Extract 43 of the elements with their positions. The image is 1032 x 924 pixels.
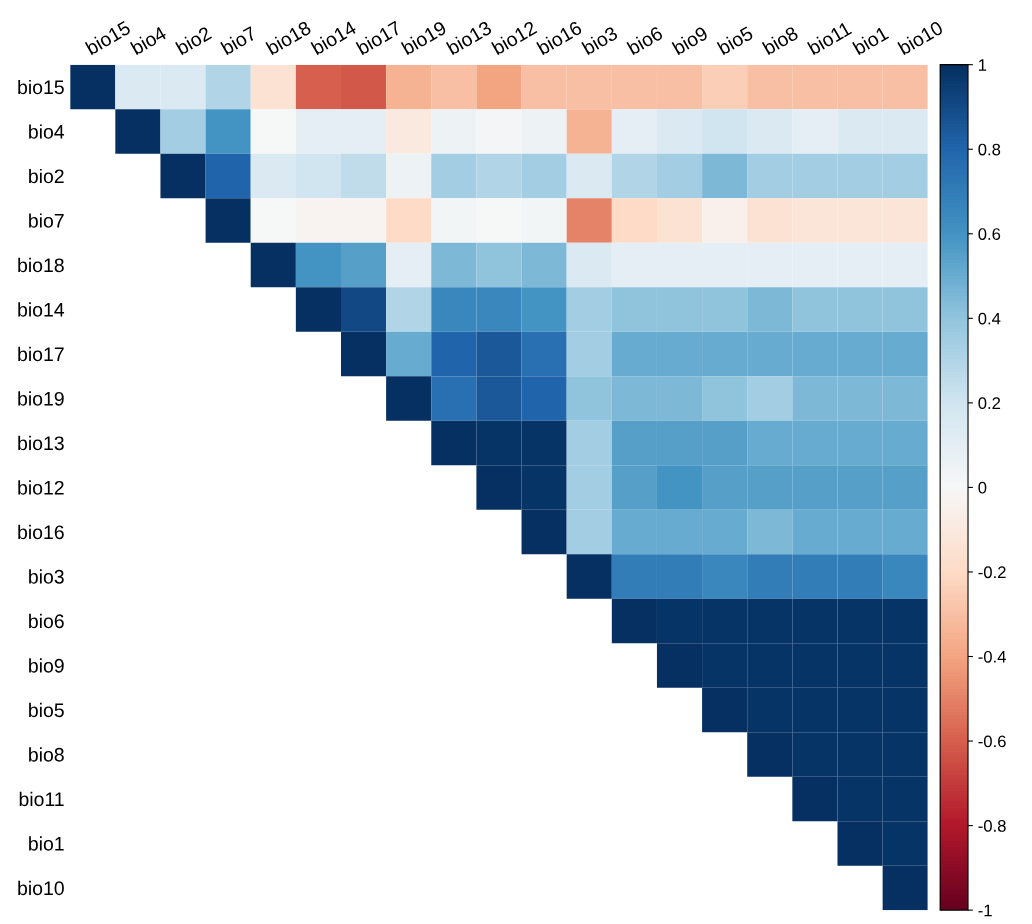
x-tick-label: bio4 — [129, 25, 168, 56]
y-tick-label: bio10 — [18, 880, 64, 896]
color-bar-label: -0.2 — [978, 566, 1006, 579]
y-tick-label: bio5 — [29, 702, 64, 718]
y-tick-label: bio12 — [18, 480, 64, 495]
y-tick-label: bio14 — [18, 302, 65, 317]
color-bar-label: 0.2 — [978, 397, 1001, 410]
y-tick-label: bio9 — [29, 658, 64, 673]
y-tick-label: bio6 — [29, 613, 64, 629]
color-bar-label: 0.4 — [978, 312, 1001, 325]
y-tick-label: bio4 — [29, 124, 65, 139]
y-tick-label: bio13 — [18, 435, 64, 451]
y-tick-label: bio1 — [29, 836, 64, 851]
x-tick-label: bio9 — [671, 25, 709, 56]
color-bar-label: -0.8 — [978, 819, 1006, 832]
x-tick-label: bio6 — [626, 25, 664, 56]
color-bar-label: 0.6 — [978, 228, 1001, 240]
y-tick-label: bio18 — [18, 257, 64, 273]
y-tick-label: bio7 — [29, 213, 64, 228]
y-tick-label: bio15 — [18, 79, 64, 95]
x-tick-label: bio1 — [852, 25, 890, 56]
color-bar-label: 1 — [979, 59, 987, 71]
x-tick-label: bio2 — [175, 25, 213, 56]
x-tick-label: bio3 — [581, 25, 619, 56]
y-tick-label: bio17 — [18, 346, 64, 362]
color-bar-label: -0.4 — [978, 650, 1006, 663]
color-bar-label: -0.6 — [978, 735, 1006, 748]
x-tick-label: bio7 — [220, 25, 258, 56]
color-bar-label: 0.8 — [978, 143, 1001, 156]
y-tick-label: bio2 — [29, 168, 64, 184]
color-bar-label: -1 — [978, 904, 992, 917]
x-tick-label: bio10 — [897, 20, 944, 56]
y-tick-label: bio3 — [29, 569, 64, 584]
x-tick-label: bio11 — [806, 20, 853, 56]
y-tick-label: bio11 — [19, 791, 64, 807]
x-tick-label: bio8 — [761, 25, 799, 56]
y-tick-label: bio8 — [29, 747, 64, 762]
y-tick-label: bio16 — [18, 524, 64, 540]
y-tick-label: bio19 — [18, 391, 64, 406]
color-bar-label: 0 — [978, 481, 987, 494]
x-tick-label: bio12 — [491, 20, 538, 56]
x-tick-label: bio18 — [265, 20, 312, 56]
x-tick-label: bio5 — [716, 25, 754, 56]
